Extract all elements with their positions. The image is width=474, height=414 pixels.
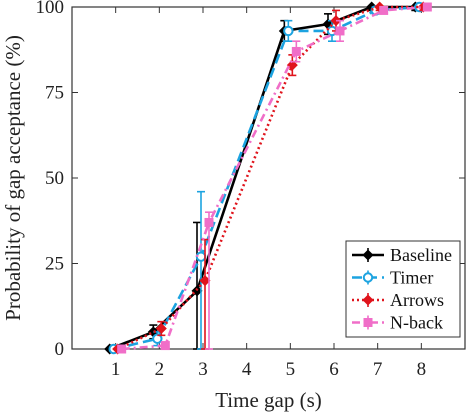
legend-item: Arrows (352, 290, 444, 310)
legend-item: Baseline (352, 245, 452, 265)
x-tick-label: 1 (111, 359, 121, 380)
series-n-back (117, 2, 432, 354)
legend-marker (362, 272, 374, 283)
x-tick-label: 6 (329, 359, 339, 380)
data-point (422, 2, 432, 12)
x-tick-label: 5 (286, 359, 296, 380)
data-point (204, 217, 214, 227)
legend-item: Timer (352, 268, 433, 288)
legend-label: Baseline (390, 245, 452, 265)
y-tick-label: 75 (45, 83, 64, 104)
legend-label: Timer (390, 268, 433, 288)
data-point (117, 344, 127, 354)
data-point (160, 341, 170, 351)
x-axis-title: Time gap (s) (215, 388, 322, 412)
legend-label: Arrows (390, 290, 444, 310)
legend-marker (363, 318, 373, 327)
x-tick-label: 7 (373, 359, 383, 380)
y-tick-label: 0 (55, 339, 65, 360)
y-tick-label: 100 (36, 0, 65, 18)
data-point (291, 46, 301, 56)
data-point (379, 5, 389, 15)
data-point (286, 59, 298, 71)
y-tick-label: 25 (45, 254, 64, 275)
y-axis-title: Probability of gap acceptance (%) (1, 35, 25, 321)
data-point (335, 26, 345, 36)
legend-label: N-back (390, 313, 443, 333)
legend-marker (362, 249, 374, 261)
x-tick-label: 8 (417, 359, 427, 380)
x-tick-label: 3 (198, 359, 208, 380)
legend-marker (362, 294, 374, 306)
legend-item: N-back (352, 313, 443, 333)
y-tick-label: 50 (45, 168, 64, 189)
data-point (283, 25, 294, 37)
data-point (155, 322, 167, 334)
x-tick-label: 4 (242, 359, 252, 380)
x-tick-label: 2 (155, 359, 165, 380)
